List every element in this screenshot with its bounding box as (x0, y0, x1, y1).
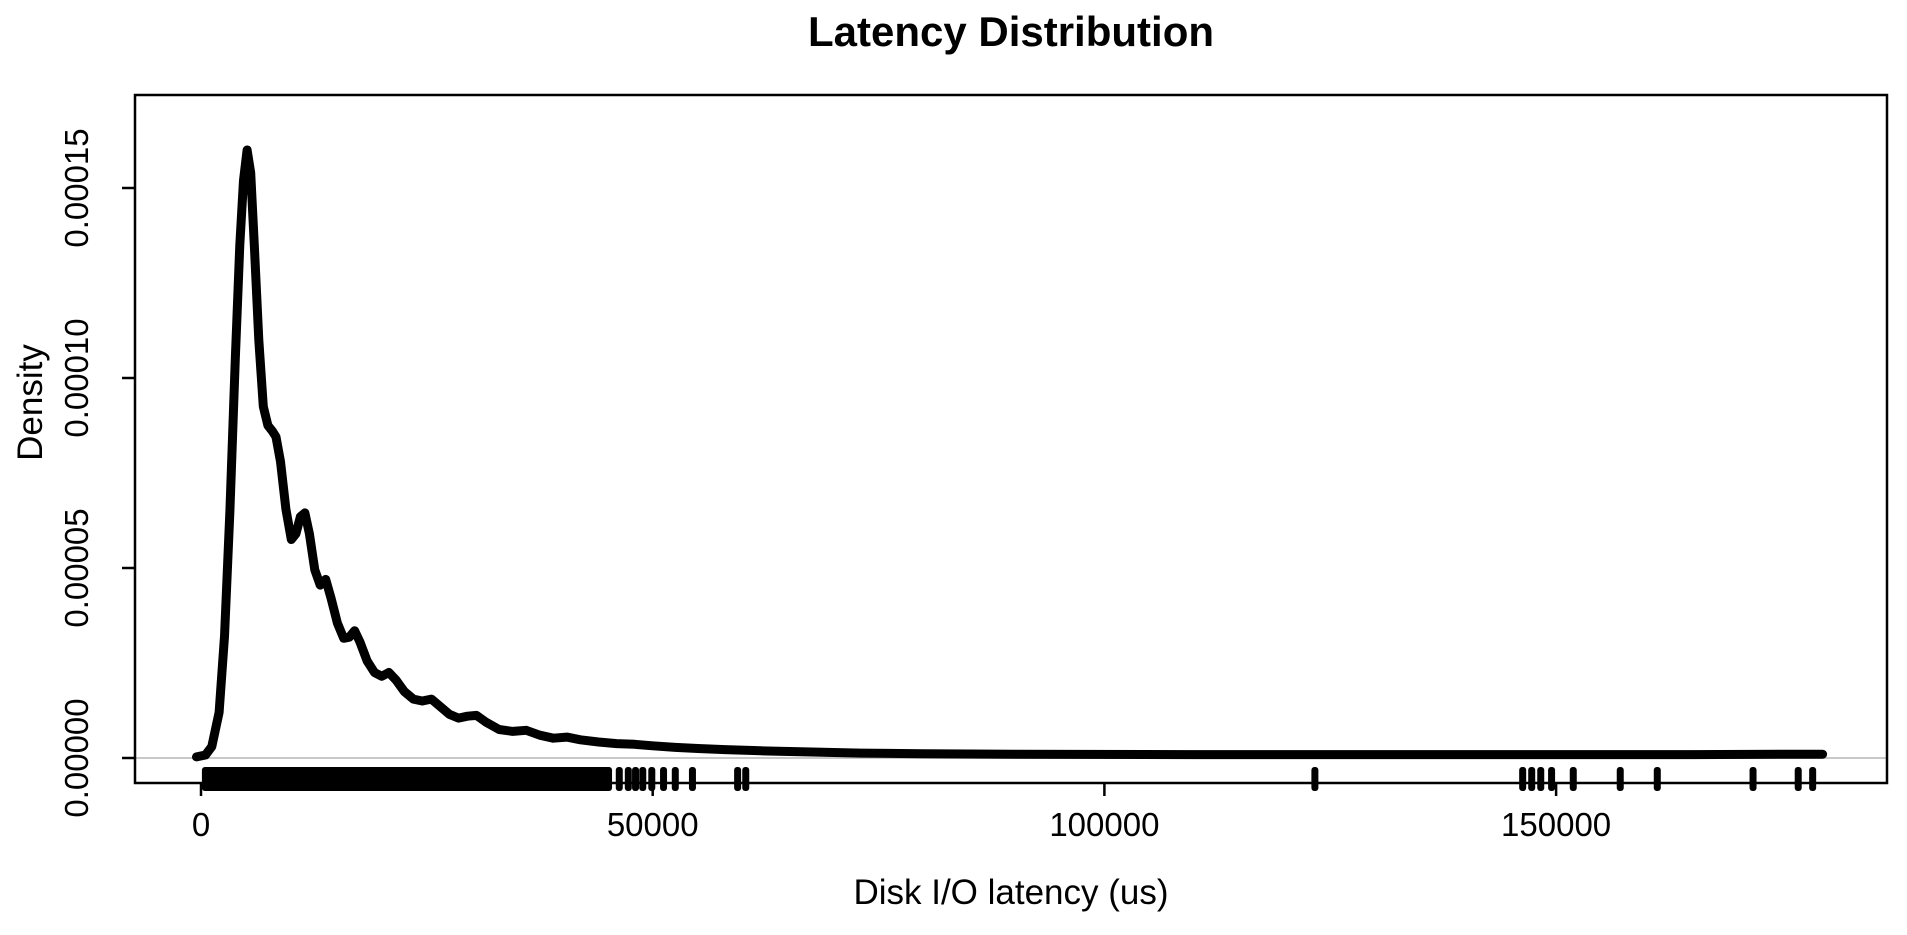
rug-mark (1749, 767, 1757, 791)
rug-mark (688, 767, 696, 791)
rug-mark (1794, 767, 1802, 791)
rug-mark (671, 767, 679, 791)
y-tick-label: 0.00005 (58, 508, 95, 627)
rug-mark (734, 767, 742, 791)
rug-mark (1537, 767, 1545, 791)
rug-mark (1653, 767, 1661, 791)
rug-mark (1809, 767, 1817, 791)
density-curve (192, 145, 1828, 762)
rug-mark (660, 767, 668, 791)
rug-mark (648, 767, 656, 791)
x-axis-title: Disk I/O latency (us) (853, 873, 1169, 912)
rug-mark (1548, 767, 1556, 791)
y-tick-label: 0.00000 (58, 698, 95, 817)
plot-box (133, 93, 1889, 785)
rug-mark (1616, 767, 1624, 791)
y-tick-label: 0.00010 (58, 318, 95, 437)
rug-dense-band (201, 767, 613, 791)
rug-mark (624, 767, 632, 791)
x-tick-label: 0 (192, 806, 210, 843)
x-tick-label: 50000 (607, 806, 699, 843)
rug-mark (742, 767, 750, 791)
y-tick-label: 0.00015 (58, 128, 95, 247)
x-tick-label: 100000 (1049, 806, 1159, 843)
rug-mark (1519, 767, 1527, 791)
rug-mark (1311, 767, 1319, 791)
rug-mark (639, 767, 647, 791)
y-axis-title: Density (10, 344, 50, 461)
x-tick-label: 150000 (1501, 806, 1611, 843)
rug-mark (632, 767, 640, 791)
rug-mark (615, 767, 623, 791)
rug-mark (1569, 767, 1577, 791)
rug-mark (1528, 767, 1536, 791)
chart-title: Latency Distribution (807, 8, 1215, 55)
